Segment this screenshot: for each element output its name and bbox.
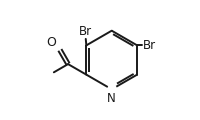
Text: O: O [46, 36, 56, 49]
Text: N: N [107, 92, 116, 105]
Text: Br: Br [79, 25, 92, 38]
Text: Br: Br [143, 39, 156, 52]
